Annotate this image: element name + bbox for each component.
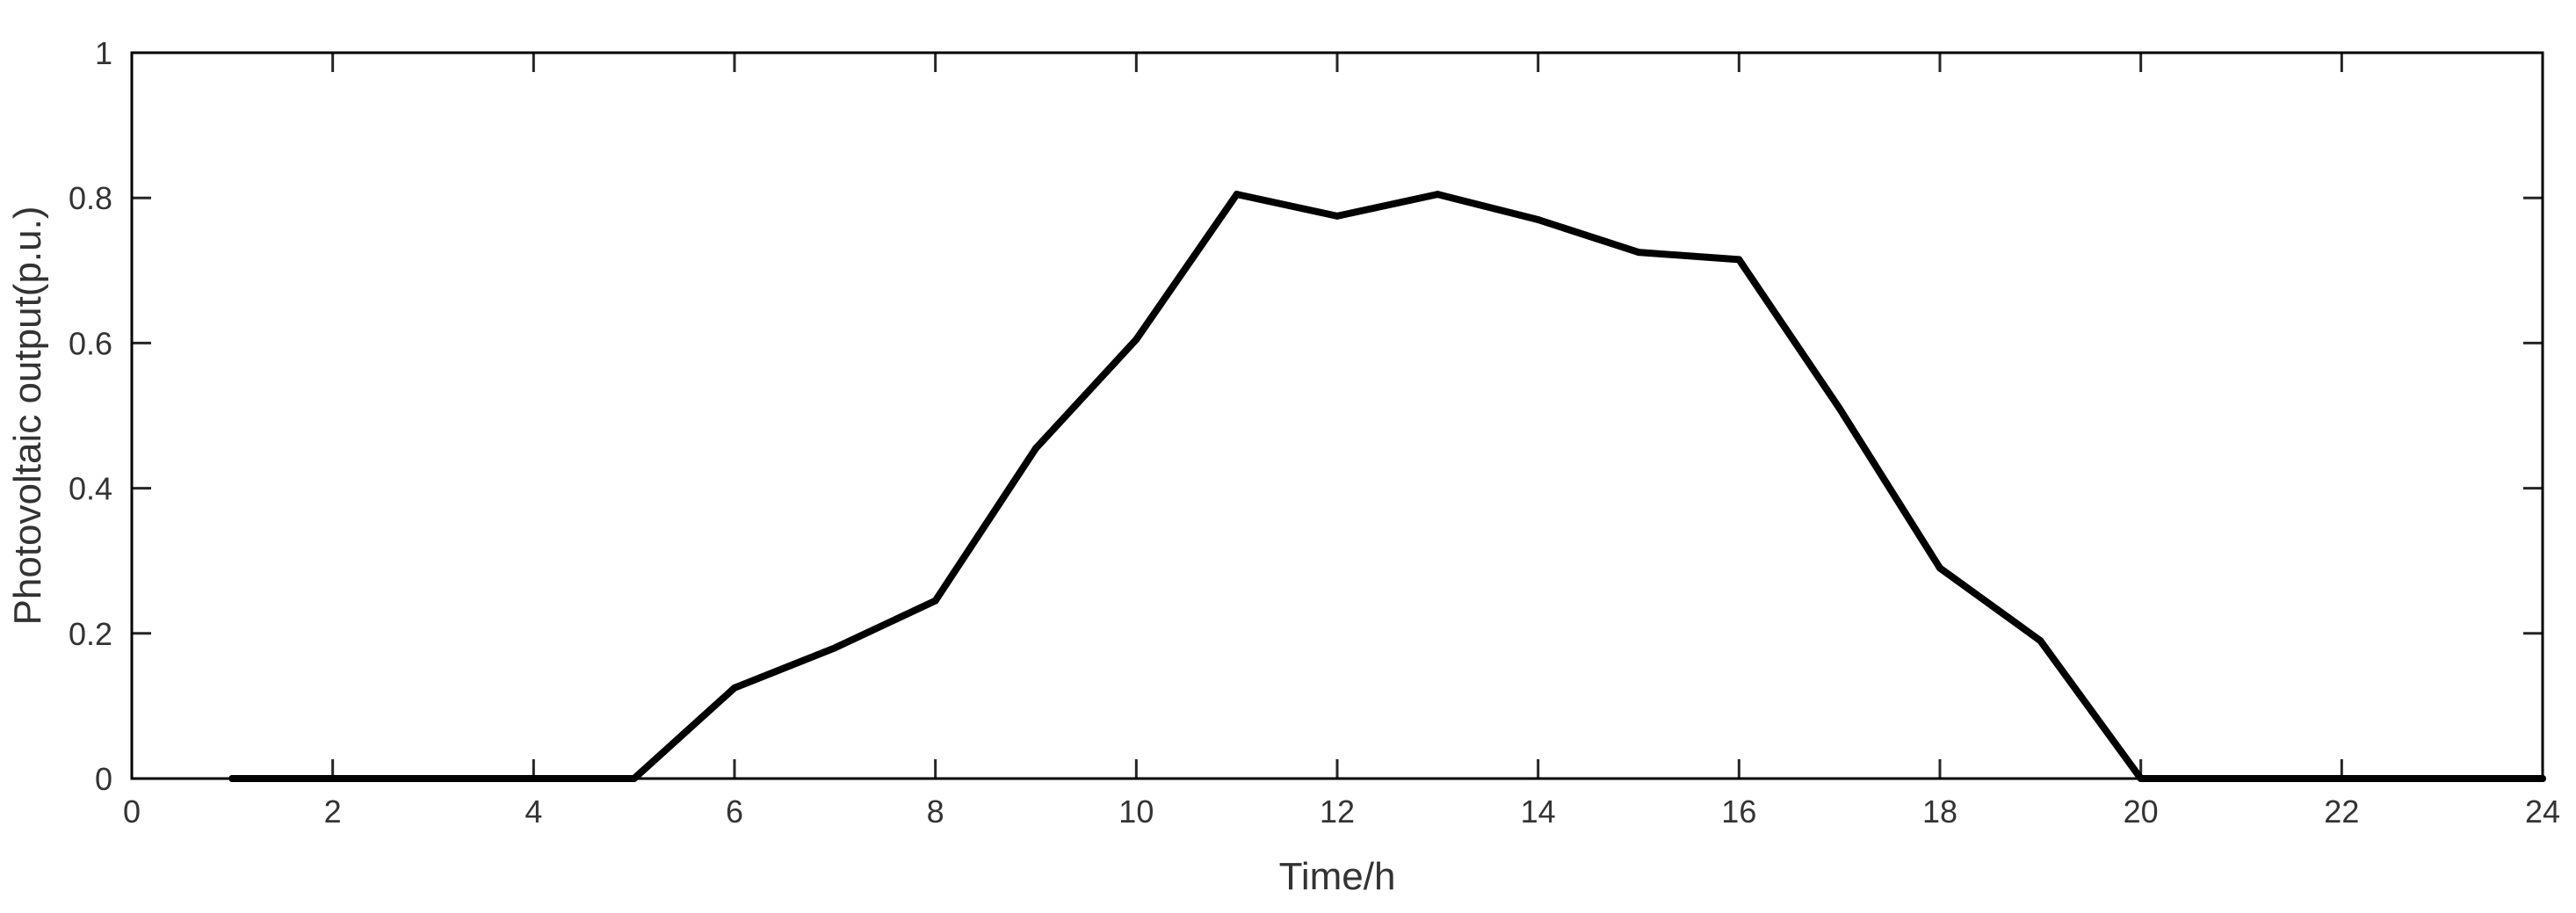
x-tick-label: 12 (1320, 793, 1355, 830)
data-point (1132, 336, 1140, 344)
x-tick-label: 8 (927, 793, 944, 830)
y-tick-label: 0 (95, 761, 112, 797)
data-point (1735, 256, 1743, 264)
x-tick-label: 18 (1922, 793, 1957, 830)
x-tick-label: 24 (2525, 793, 2560, 830)
y-tick-label: 0.4 (69, 471, 112, 507)
plot-background (132, 53, 2543, 779)
x-tick-label: 6 (726, 793, 743, 830)
y-tick-label: 0.8 (69, 180, 112, 216)
x-tick-label: 10 (1118, 793, 1154, 830)
data-point (1635, 249, 1642, 257)
y-tick-label: 0.6 (69, 325, 112, 361)
x-tick-label: 22 (2324, 793, 2359, 830)
data-point (2037, 637, 2044, 645)
x-tick-label: 16 (1721, 793, 1756, 830)
x-tick-label: 4 (525, 793, 542, 830)
data-point (1334, 212, 1341, 220)
data-point (831, 644, 839, 652)
x-tick-label: 0 (123, 793, 141, 830)
data-point (731, 684, 738, 692)
x-tick-label: 20 (2124, 793, 2159, 830)
x-tick-label: 14 (1521, 793, 1556, 830)
data-point (1835, 404, 1843, 412)
data-point (1434, 191, 1442, 199)
x-axis-label: Time/h (1279, 855, 1396, 898)
y-tick-label: 0.2 (69, 616, 112, 652)
x-tick-label: 2 (324, 793, 342, 830)
data-point (931, 597, 939, 605)
data-point (1936, 564, 1943, 572)
data-point (1534, 215, 1542, 223)
data-point (1032, 445, 1039, 453)
plot-frame (130, 51, 2544, 780)
y-axis-label: Photovoltaic output(p.u.) (6, 207, 49, 626)
data-point (1233, 191, 1241, 199)
y-tick-label: 1 (95, 35, 112, 71)
